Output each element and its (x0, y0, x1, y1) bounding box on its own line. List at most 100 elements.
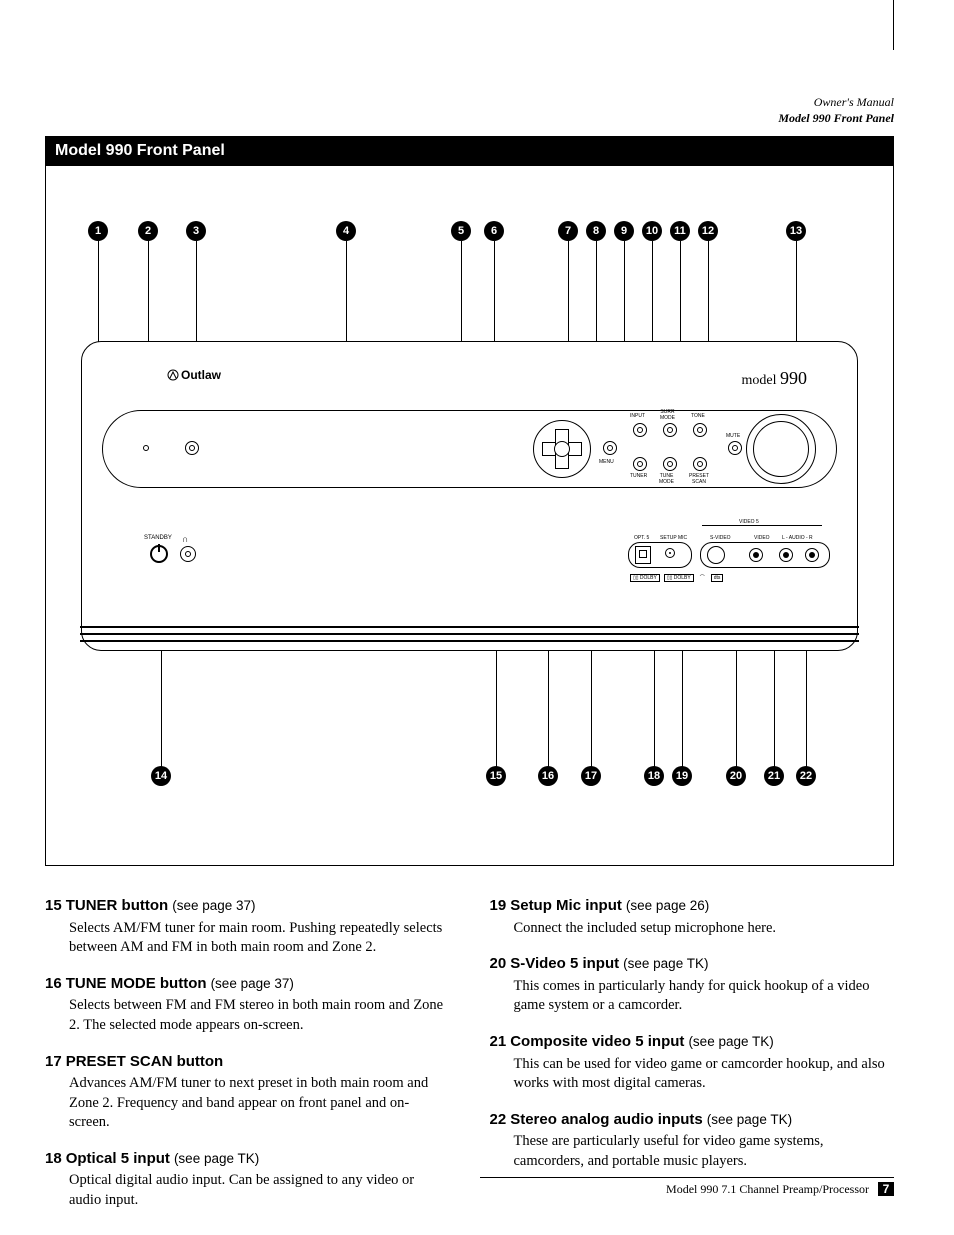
item-ref: (see page TK) (688, 1034, 773, 1049)
item-body: This comes in particularly handy for qui… (514, 977, 895, 1016)
item-num: 19 (490, 897, 507, 914)
headphone-icon: ∩ (182, 534, 188, 544)
item-21: 21 Composite video 5 input (see page TK)… (490, 1032, 895, 1094)
item-num: 18 (45, 1150, 62, 1167)
item-head: 19 Setup Mic input (see page 26) (490, 896, 895, 917)
item-17: 17 PRESET SCAN buttonAdvances AM/FM tune… (45, 1052, 450, 1133)
callout-3: 3 (186, 221, 206, 241)
brand-icon (167, 369, 179, 381)
header-line1: Owner's Manual (45, 95, 894, 111)
volume-knob (746, 414, 816, 484)
dpad-v (555, 429, 569, 469)
item-num: 20 (490, 955, 507, 972)
gutter-line (893, 0, 894, 50)
section-title-bar: Model 990 Front Panel (45, 136, 894, 166)
tunemode-button (663, 457, 677, 471)
item-15: 15 TUNER button (see page 37)Selects AM/… (45, 896, 450, 958)
item-body: Optical digital audio input. Can be assi… (69, 1171, 450, 1210)
callout-19: 19 (672, 766, 692, 786)
item-title: Stereo analog audio inputs (510, 1111, 703, 1128)
item-ref: (see page 37) (211, 976, 294, 991)
callout-13: 13 (786, 221, 806, 241)
item-19: 19 Setup Mic input (see page 26)Connect … (490, 896, 895, 938)
surr-button (663, 423, 677, 437)
model-prefix: model (742, 373, 777, 388)
item-head: 22 Stereo analog audio inputs (see page … (490, 1110, 895, 1131)
item-num: 16 (45, 975, 62, 992)
item-head: 15 TUNER button (see page 37) (45, 896, 450, 917)
video5-bracket (702, 525, 822, 526)
item-title: Setup Mic input (510, 897, 622, 914)
tunemode-label: TUNE MODE (659, 473, 674, 485)
audio-r-jack (805, 548, 819, 562)
svideo-label: S-VIDEO (710, 535, 731, 541)
callout-15: 15 (486, 766, 506, 786)
header-line2: Model 990 Front Panel (45, 111, 894, 127)
item-head: 17 PRESET SCAN button (45, 1052, 450, 1073)
callout-21: 21 (764, 766, 784, 786)
device-outline: Outlaw model 990 MENU INPUT SURR MODE (81, 341, 858, 651)
dolby-logos: ▯▯ DOLBY ▯▯ DOLBY ⌒ dts (630, 574, 723, 582)
item-num: 21 (490, 1033, 507, 1050)
dpad (533, 420, 591, 478)
item-title: S-Video 5 input (510, 955, 619, 972)
callout-6: 6 (484, 221, 504, 241)
device-rail-2 (80, 633, 859, 635)
standby-label: STANDBY (144, 535, 172, 541)
item-title: PRESET SCAN button (66, 1053, 224, 1070)
callout-12: 12 (698, 221, 718, 241)
model-label: model 990 (742, 368, 808, 389)
composite-jack (749, 548, 763, 562)
menu-button (603, 441, 617, 455)
callout-2: 2 (138, 221, 158, 241)
item-head: 16 TUNE MODE button (see page 37) (45, 974, 450, 995)
video-label: VIDEO (754, 535, 770, 541)
item-title: Optical 5 input (66, 1150, 170, 1167)
item-title: Composite video 5 input (510, 1033, 684, 1050)
tone-label: TONE (691, 413, 705, 419)
surr-label: SURR MODE (660, 409, 675, 421)
item-ref: (see page TK) (174, 1151, 259, 1166)
optical5-jack (635, 546, 651, 564)
front-panel-diagram: 12345678910111213 141516171819202122 Out… (45, 166, 894, 866)
setupmic-label: SETUP MIC (660, 535, 687, 541)
item-title: TUNE MODE button (66, 975, 207, 992)
opt-mic-group (628, 542, 692, 568)
logo-3: ⌒ (698, 574, 707, 582)
brand-text: Outlaw (181, 368, 221, 382)
callout-18: 18 (644, 766, 664, 786)
item-ref: (see page 37) (172, 898, 255, 913)
logo-1: ▯▯ DOLBY (630, 574, 660, 582)
dpad-center (554, 441, 570, 457)
callout-11: 11 (670, 221, 690, 241)
logo-2: ▯▯ DOLBY (664, 574, 694, 582)
video5-group (700, 542, 830, 568)
callout-14: 14 (151, 766, 171, 786)
tone-button (693, 423, 707, 437)
item-head: 18 Optical 5 input (see page TK) (45, 1149, 450, 1170)
input-label: INPUT (630, 413, 645, 419)
callout-20: 20 (726, 766, 746, 786)
input-button (633, 423, 647, 437)
item-body: Selects AM/FM tuner for main room. Pushi… (69, 919, 450, 958)
header-meta: Owner's Manual Model 990 Front Panel (45, 95, 894, 126)
preset-label: PRESET SCAN (689, 473, 709, 485)
callout-7: 7 (558, 221, 578, 241)
item-ref: (see page TK) (707, 1112, 792, 1127)
callout-5: 5 (451, 221, 471, 241)
preset-button (693, 457, 707, 471)
menu-label: MENU (599, 459, 614, 465)
mute-label: MUTE (726, 433, 740, 439)
dpad-h (542, 442, 582, 456)
device-rail-3 (80, 640, 859, 642)
callout-1: 1 (88, 221, 108, 241)
callout-8: 8 (586, 221, 606, 241)
item-body: Advances AM/FM tuner to next preset in b… (69, 1074, 450, 1133)
item-title: TUNER button (66, 897, 168, 914)
model-number: 990 (780, 368, 807, 388)
callout-9: 9 (614, 221, 634, 241)
mute-button (728, 441, 742, 455)
item-num: 22 (490, 1111, 507, 1128)
item-20: 20 S-Video 5 input (see page TK)This com… (490, 954, 895, 1016)
callout-17: 17 (581, 766, 601, 786)
